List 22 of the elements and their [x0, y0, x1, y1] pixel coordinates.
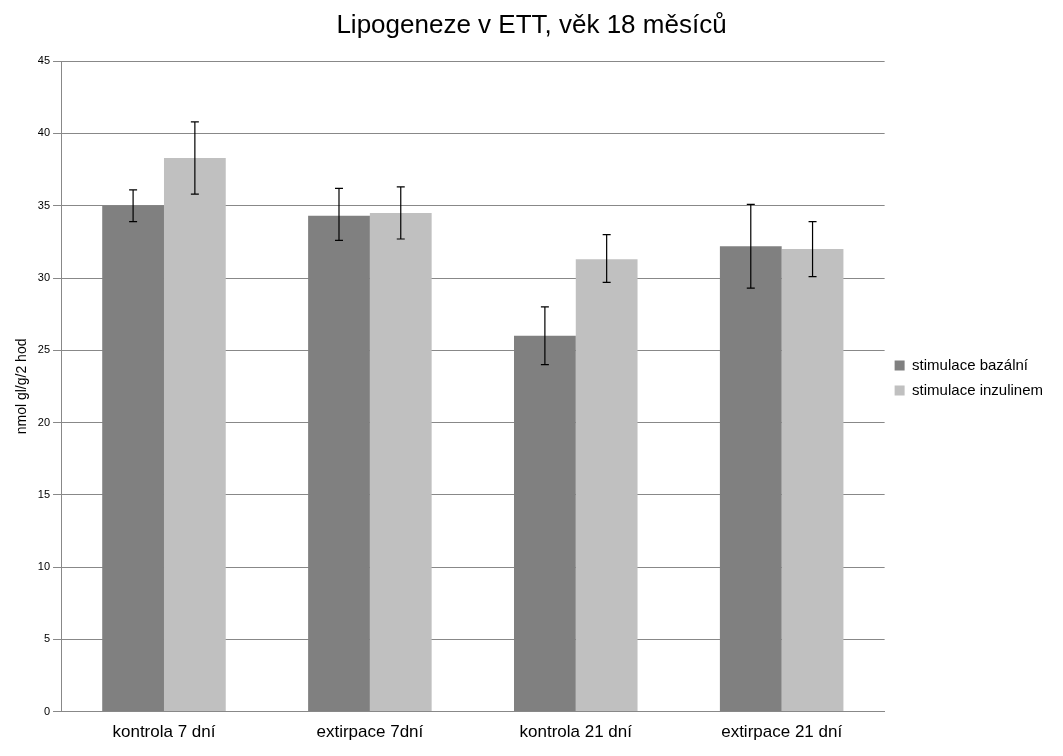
y-tick-label: 15 [37, 487, 51, 500]
y-tick-label: 45 [37, 54, 51, 67]
y-tick-label: 35 [37, 198, 51, 211]
chart-title: Lipogeneze v ETT, věk 18 měsíců [336, 8, 727, 39]
bar [781, 249, 844, 712]
y-tick-label: 20 [37, 415, 51, 428]
y-tick-label: 25 [37, 343, 51, 356]
bar [575, 259, 638, 712]
y-axis-title: nmol gl/g/2 hod [13, 338, 30, 435]
legend-label: stimulace bazální [912, 355, 1029, 373]
x-tick-label: kontrola 21 dní [519, 722, 633, 742]
y-tick-label: 30 [37, 271, 51, 284]
x-tick-label: extirpace 7dní [316, 722, 424, 742]
y-tick-label: 10 [37, 560, 51, 573]
x-tick-label: extirpace 21 dní [721, 722, 843, 742]
bar [163, 158, 226, 712]
bar [369, 212, 432, 712]
legend-label: stimulace inzulinem [912, 380, 1044, 398]
y-tick-label: 5 [43, 632, 51, 645]
y-tick-label: 40 [37, 126, 51, 139]
y-tick-label: 0 [43, 704, 51, 717]
x-tick-label: kontrola 7 dní [112, 722, 216, 742]
